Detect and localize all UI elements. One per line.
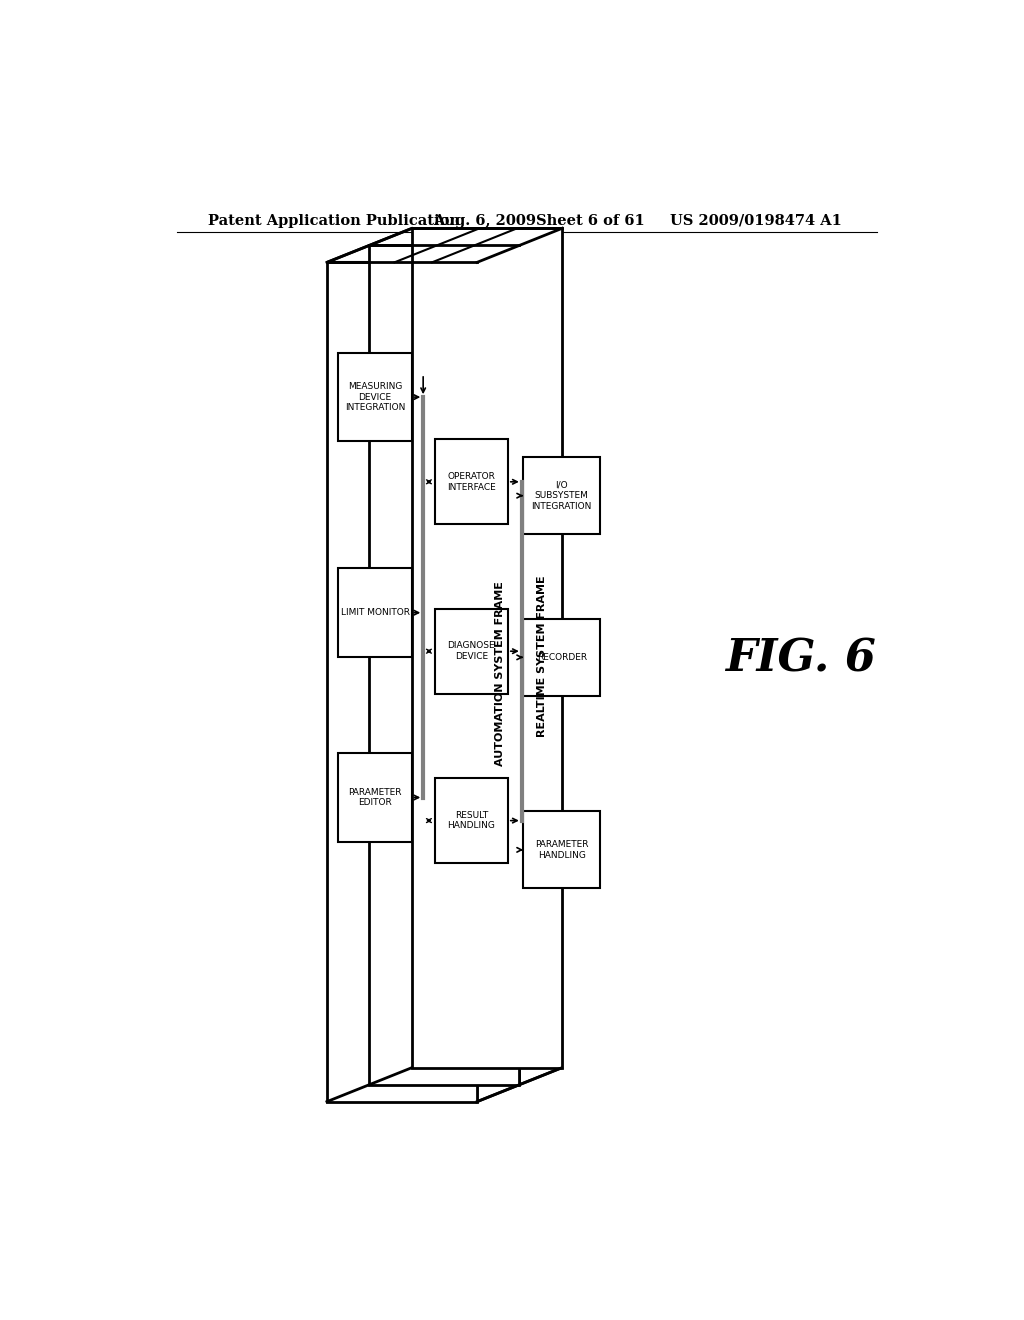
Text: RESULT
HANDLING: RESULT HANDLING (447, 810, 496, 830)
Text: US 2009/0198474 A1: US 2009/0198474 A1 (670, 214, 842, 228)
Text: REALTIME SYSTEM FRAME: REALTIME SYSTEM FRAME (538, 576, 547, 738)
Bar (339, 352, 412, 441)
Text: Sheet 6 of 61: Sheet 6 of 61 (537, 214, 645, 228)
Bar (523, 812, 600, 888)
Bar (339, 569, 412, 657)
Polygon shape (327, 228, 562, 263)
Text: LIMIT MONITOR: LIMIT MONITOR (341, 609, 410, 618)
Bar (370, 246, 519, 1085)
Text: DIAGNOSE
DEVICE: DIAGNOSE DEVICE (447, 642, 495, 661)
Text: Patent Application Publication: Patent Application Publication (208, 214, 460, 228)
Text: RECORDER: RECORDER (537, 653, 587, 661)
Polygon shape (477, 246, 519, 1102)
Text: Aug. 6, 2009: Aug. 6, 2009 (433, 214, 537, 228)
Bar (435, 609, 508, 693)
Polygon shape (519, 228, 562, 1085)
Bar (339, 754, 412, 842)
Text: AUTOMATION SYSTEM FRAME: AUTOMATION SYSTEM FRAME (495, 581, 505, 766)
Text: MEASURING
DEVICE
INTEGRATION: MEASURING DEVICE INTEGRATION (345, 383, 406, 412)
Text: PARAMETER
HANDLING: PARAMETER HANDLING (535, 840, 589, 859)
Bar (523, 619, 600, 696)
Text: FIG. 6: FIG. 6 (725, 638, 876, 680)
Bar (412, 228, 562, 1068)
Text: OPERATOR
INTERFACE: OPERATOR INTERFACE (446, 473, 496, 491)
Bar (327, 263, 477, 1102)
Text: PARAMETER
EDITOR: PARAMETER EDITOR (348, 788, 401, 808)
Bar (435, 440, 508, 524)
Bar (523, 457, 600, 535)
Bar (435, 779, 508, 863)
Text: I/O
SUBSYSTEM
INTEGRATION: I/O SUBSYSTEM INTEGRATION (531, 480, 592, 511)
